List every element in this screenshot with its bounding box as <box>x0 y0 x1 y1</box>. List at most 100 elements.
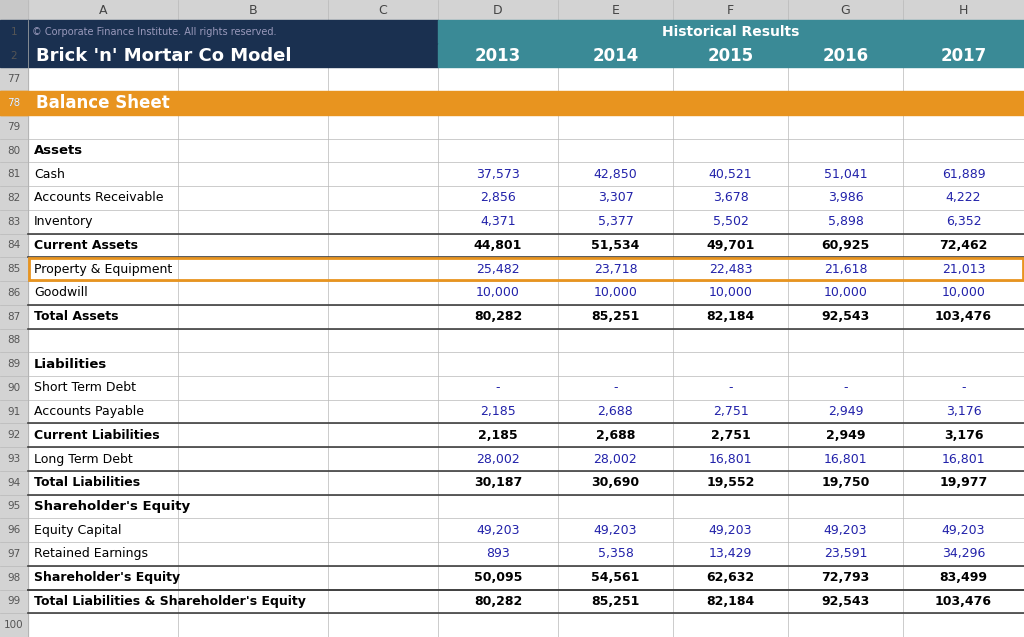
Bar <box>0 471 28 494</box>
Text: 10,000: 10,000 <box>594 287 637 299</box>
Bar <box>0 91 1024 115</box>
Text: Accounts Payable: Accounts Payable <box>34 405 144 418</box>
Text: 80,282: 80,282 <box>474 310 522 323</box>
Text: 92: 92 <box>7 430 20 440</box>
Bar <box>0 519 28 542</box>
Text: 5,358: 5,358 <box>598 547 634 561</box>
Text: 85,251: 85,251 <box>591 310 640 323</box>
Bar <box>0 494 28 519</box>
Text: 98: 98 <box>7 573 20 583</box>
Text: 2,949: 2,949 <box>825 429 865 442</box>
Bar <box>29 259 1023 280</box>
Bar <box>0 542 28 566</box>
Text: 34,296: 34,296 <box>942 547 985 561</box>
Text: 44,801: 44,801 <box>474 239 522 252</box>
Text: -: - <box>843 382 848 394</box>
Text: -: - <box>962 382 966 394</box>
Text: 83,499: 83,499 <box>939 571 987 584</box>
Bar <box>0 281 28 304</box>
Text: 2,185: 2,185 <box>480 405 516 418</box>
Text: Total Assets: Total Assets <box>34 310 119 323</box>
Text: 95: 95 <box>7 501 20 512</box>
Text: 28,002: 28,002 <box>476 452 520 466</box>
Text: H: H <box>958 3 968 17</box>
Bar <box>0 0 28 20</box>
Bar <box>0 613 28 637</box>
Text: E: E <box>611 3 620 17</box>
Text: 49,203: 49,203 <box>942 524 985 537</box>
Bar <box>0 352 28 376</box>
Text: C: C <box>379 3 387 17</box>
Text: 2,688: 2,688 <box>598 405 634 418</box>
Text: 90: 90 <box>7 383 20 393</box>
Text: 10,000: 10,000 <box>709 287 753 299</box>
Text: 893: 893 <box>486 547 510 561</box>
Text: 2,949: 2,949 <box>827 405 863 418</box>
Text: 96: 96 <box>7 526 20 535</box>
Text: Property & Equipment: Property & Equipment <box>34 262 172 276</box>
Text: Shareholder's Equity: Shareholder's Equity <box>34 571 180 584</box>
Bar <box>0 186 28 210</box>
Text: Total Liabilities: Total Liabilities <box>34 476 140 489</box>
Text: 82: 82 <box>7 193 20 203</box>
Text: 72,793: 72,793 <box>821 571 869 584</box>
Text: 78: 78 <box>7 98 20 108</box>
Text: F: F <box>727 3 734 17</box>
Bar <box>0 234 28 257</box>
Text: Shareholder's Equity: Shareholder's Equity <box>34 500 190 513</box>
Text: 28,002: 28,002 <box>594 452 637 466</box>
Text: 81: 81 <box>7 169 20 179</box>
Text: 30,187: 30,187 <box>474 476 522 489</box>
Text: 2,856: 2,856 <box>480 192 516 204</box>
Text: 4,371: 4,371 <box>480 215 516 228</box>
Bar <box>0 447 28 471</box>
Text: 40,521: 40,521 <box>709 168 753 181</box>
Text: Current Assets: Current Assets <box>34 239 138 252</box>
Text: A: A <box>98 3 108 17</box>
Text: Balance Sheet: Balance Sheet <box>36 94 170 112</box>
Text: 37,573: 37,573 <box>476 168 520 181</box>
Text: 19,552: 19,552 <box>707 476 755 489</box>
Text: -: - <box>613 382 617 394</box>
Text: 2017: 2017 <box>940 47 987 64</box>
Text: 3,176: 3,176 <box>946 405 981 418</box>
Text: 2015: 2015 <box>708 47 754 64</box>
Bar <box>0 162 28 186</box>
Text: G: G <box>841 3 850 17</box>
Text: 62,632: 62,632 <box>707 571 755 584</box>
Bar <box>0 20 28 44</box>
Text: 82,184: 82,184 <box>707 310 755 323</box>
Text: 80: 80 <box>7 145 20 155</box>
Bar <box>0 257 28 281</box>
Text: 49,203: 49,203 <box>594 524 637 537</box>
Text: 23,718: 23,718 <box>594 262 637 276</box>
Text: 91: 91 <box>7 406 20 417</box>
Text: Short Term Debt: Short Term Debt <box>34 382 136 394</box>
Bar <box>0 44 28 68</box>
Text: 77: 77 <box>7 75 20 84</box>
Text: 50,095: 50,095 <box>474 571 522 584</box>
Bar <box>0 0 1024 20</box>
Text: 10,000: 10,000 <box>941 287 985 299</box>
Text: 85: 85 <box>7 264 20 274</box>
Text: 88: 88 <box>7 335 20 345</box>
Text: 21,013: 21,013 <box>942 262 985 276</box>
Text: 1: 1 <box>10 27 17 37</box>
Text: Cash: Cash <box>34 168 65 181</box>
Text: 5,377: 5,377 <box>598 215 634 228</box>
Text: 21,618: 21,618 <box>823 262 867 276</box>
Bar <box>28 20 438 44</box>
Text: 82,184: 82,184 <box>707 595 755 608</box>
Text: 16,801: 16,801 <box>823 452 867 466</box>
Text: 5,898: 5,898 <box>827 215 863 228</box>
Text: 3,307: 3,307 <box>598 192 634 204</box>
Text: 23,591: 23,591 <box>823 547 867 561</box>
Text: 2,185: 2,185 <box>478 429 518 442</box>
Bar <box>0 589 28 613</box>
Text: 25,482: 25,482 <box>476 262 520 276</box>
Text: 49,203: 49,203 <box>823 524 867 537</box>
Text: 103,476: 103,476 <box>935 310 992 323</box>
Text: 13,429: 13,429 <box>709 547 753 561</box>
Text: Current Liabilities: Current Liabilities <box>34 429 160 442</box>
Text: Retained Earnings: Retained Earnings <box>34 547 148 561</box>
